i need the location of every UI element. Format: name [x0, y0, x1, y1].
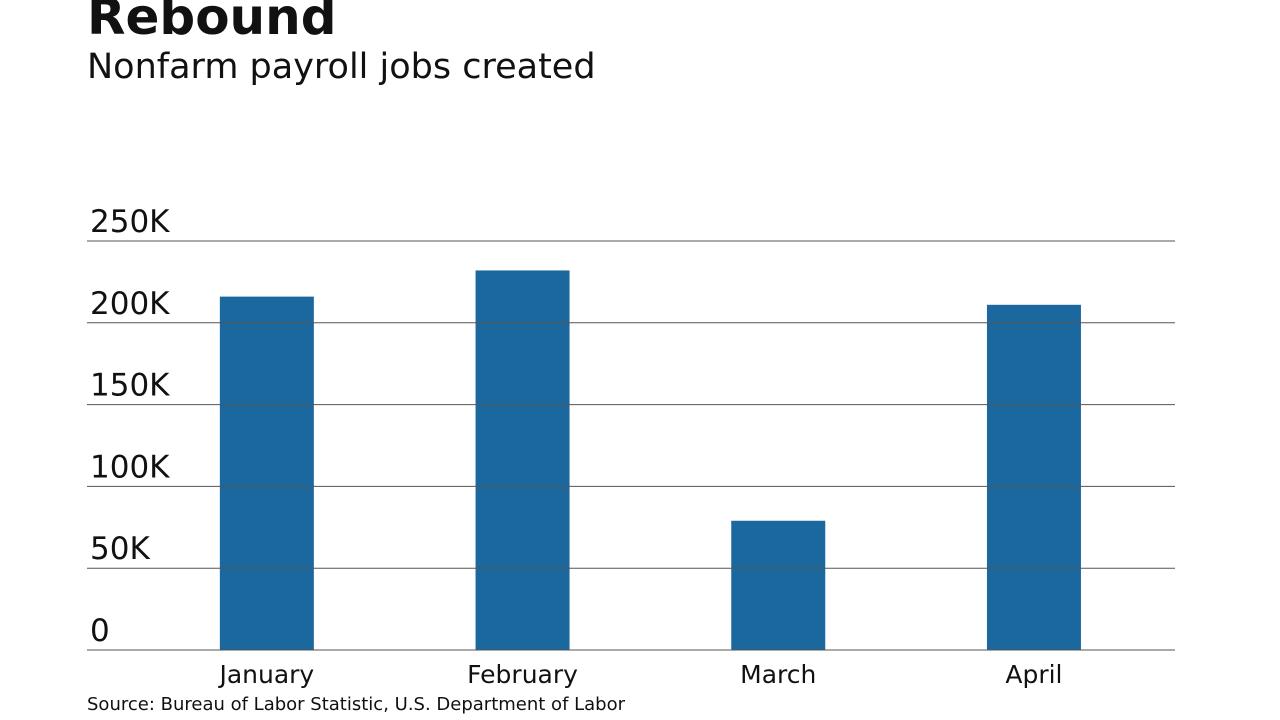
chart-title: Rebound: [87, 0, 337, 46]
x-tick-label: April: [1005, 660, 1062, 689]
x-tick-label: March: [740, 660, 816, 689]
source-note: Source: Bureau of Labor Statistic, U.S. …: [87, 694, 626, 715]
y-tick-label: 150K: [90, 368, 170, 404]
chart-subtitle: Nonfarm payroll jobs created: [87, 47, 596, 87]
bar: [219, 296, 314, 650]
x-tick-label: January: [217, 660, 314, 689]
x-tick-label: February: [467, 660, 578, 689]
y-tick-label: 0: [90, 613, 110, 649]
bar: [731, 520, 826, 650]
bar: [475, 270, 570, 650]
y-tick-label: 50K: [90, 531, 150, 567]
y-tick-label: 250K: [90, 204, 170, 240]
bar: [986, 304, 1081, 650]
y-tick-label: 100K: [90, 449, 170, 485]
y-tick-label: 200K: [90, 286, 170, 322]
